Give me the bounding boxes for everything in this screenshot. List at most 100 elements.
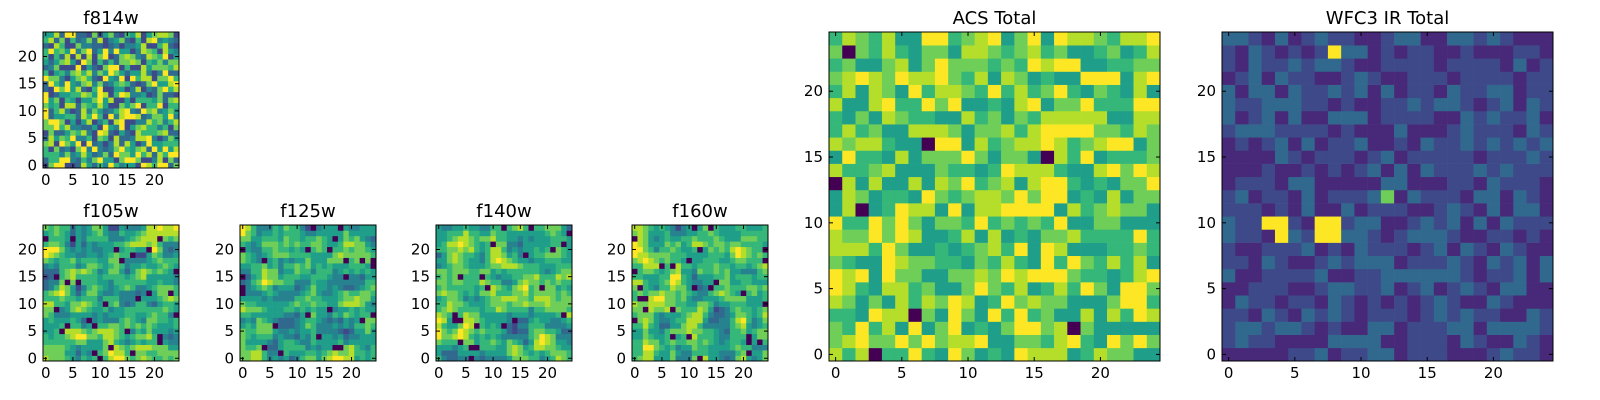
heatmap-cell bbox=[735, 301, 742, 307]
heatmap-cell bbox=[457, 295, 464, 302]
heatmap-cell bbox=[1407, 229, 1421, 243]
heatmap-cell bbox=[452, 263, 459, 269]
heatmap-cell bbox=[321, 350, 328, 356]
heatmap-cell bbox=[102, 339, 109, 345]
heatmap-cell bbox=[539, 312, 546, 318]
heatmap-cell bbox=[637, 306, 644, 313]
heatmap-cell bbox=[653, 339, 660, 345]
heatmap-cell bbox=[81, 322, 87, 329]
heatmap-cell bbox=[855, 334, 870, 349]
heatmap-cell bbox=[59, 151, 66, 158]
heatmap-cell bbox=[173, 322, 180, 329]
heatmap-cell bbox=[119, 355, 125, 362]
heatmap-cell bbox=[974, 203, 989, 217]
heatmap-cell bbox=[632, 312, 638, 318]
heatmap-cell bbox=[119, 241, 125, 248]
heatmap-cell bbox=[468, 350, 475, 356]
heatmap-cell bbox=[113, 53, 120, 60]
heatmap-cell bbox=[86, 230, 93, 237]
heatmap-cell bbox=[974, 124, 989, 138]
heatmap-cell bbox=[1301, 176, 1315, 191]
heatmap-cell bbox=[102, 59, 109, 65]
heatmap-cell bbox=[740, 252, 747, 258]
heatmap-cell bbox=[130, 344, 136, 351]
heatmap-cell bbox=[1040, 268, 1055, 283]
heatmap-cell bbox=[86, 279, 93, 286]
heatmap-cell bbox=[1146, 216, 1161, 230]
heatmap-cell bbox=[1513, 32, 1527, 46]
heatmap-cell bbox=[162, 97, 169, 104]
heatmap-cell bbox=[632, 339, 638, 345]
heatmap-cell bbox=[305, 241, 312, 248]
heatmap-cell bbox=[680, 225, 687, 231]
heatmap-cell bbox=[908, 295, 922, 309]
heatmap-cell bbox=[895, 163, 909, 178]
heatmap-cell bbox=[64, 119, 71, 125]
heatmap-cell bbox=[305, 273, 312, 280]
heatmap-cell bbox=[1222, 242, 1236, 257]
heatmap-cell bbox=[1354, 137, 1368, 151]
heatmap-cell bbox=[561, 284, 567, 291]
heatmap-cell bbox=[484, 263, 491, 269]
heatmap-cell bbox=[1235, 216, 1249, 230]
heatmap-cell bbox=[1301, 71, 1315, 85]
heatmap-cell bbox=[64, 135, 71, 142]
heatmap-cell bbox=[490, 344, 497, 351]
heatmap-cell bbox=[321, 306, 328, 313]
heatmap-cell bbox=[91, 273, 98, 280]
heatmap-cell bbox=[337, 317, 344, 324]
heatmap-cell bbox=[261, 279, 268, 286]
heatmap-cell bbox=[283, 355, 290, 362]
heatmap-cell bbox=[1120, 255, 1134, 270]
heatmap-cell bbox=[1040, 176, 1055, 191]
heatmap-cell bbox=[729, 344, 736, 351]
heatmap-cell bbox=[113, 246, 120, 253]
heatmap-cell bbox=[365, 284, 371, 291]
heatmap-cell bbox=[59, 344, 66, 351]
heatmap-cell bbox=[868, 295, 883, 309]
heatmap-cell bbox=[113, 59, 120, 65]
heatmap-cell bbox=[48, 124, 55, 131]
heatmap-cell bbox=[855, 255, 870, 270]
heatmap-cell bbox=[501, 328, 508, 335]
heatmap-cell bbox=[533, 350, 540, 356]
heatmap-cell bbox=[1274, 176, 1289, 191]
heatmap-cell bbox=[245, 268, 252, 275]
heatmap-cell bbox=[740, 328, 747, 335]
heatmap-cell bbox=[75, 59, 82, 65]
heatmap-cell bbox=[1054, 295, 1068, 309]
heatmap-cell bbox=[637, 295, 644, 302]
heatmap-cell bbox=[659, 241, 665, 248]
heatmap-cell bbox=[1433, 229, 1448, 243]
heatmap-cell bbox=[735, 263, 742, 269]
heatmap-cell bbox=[757, 263, 763, 269]
heatmap-cell bbox=[829, 163, 843, 178]
heatmap-cell bbox=[757, 241, 763, 248]
x-tick-label: 20 bbox=[1091, 364, 1110, 382]
heatmap-cell bbox=[1027, 58, 1042, 72]
heatmap-cell bbox=[544, 295, 551, 302]
heatmap-cell bbox=[746, 273, 752, 280]
heatmap-cell bbox=[659, 235, 665, 242]
heatmap-cell bbox=[113, 306, 120, 313]
heatmap-cell bbox=[762, 235, 769, 242]
heatmap-cell bbox=[1327, 255, 1342, 270]
heatmap-cell bbox=[533, 290, 540, 297]
heatmap-cell bbox=[1027, 282, 1042, 296]
heatmap-cell bbox=[1080, 295, 1095, 309]
heatmap-cell bbox=[637, 333, 644, 340]
heatmap-cell bbox=[135, 119, 142, 125]
heatmap-cell bbox=[53, 140, 60, 147]
heatmap-cell bbox=[1288, 229, 1302, 243]
heatmap-cell bbox=[1433, 189, 1448, 204]
chart-title: f814w bbox=[83, 8, 138, 29]
heatmap-cell bbox=[119, 301, 125, 307]
heatmap-cell bbox=[53, 322, 60, 329]
heatmap-cell bbox=[102, 108, 109, 114]
heatmap-cell bbox=[881, 176, 896, 191]
heatmap-cell bbox=[1460, 45, 1474, 59]
heatmap-cell bbox=[102, 263, 109, 269]
heatmap-cell bbox=[729, 317, 736, 324]
heatmap-cell bbox=[1433, 321, 1448, 335]
heatmap-cell bbox=[1301, 124, 1315, 138]
